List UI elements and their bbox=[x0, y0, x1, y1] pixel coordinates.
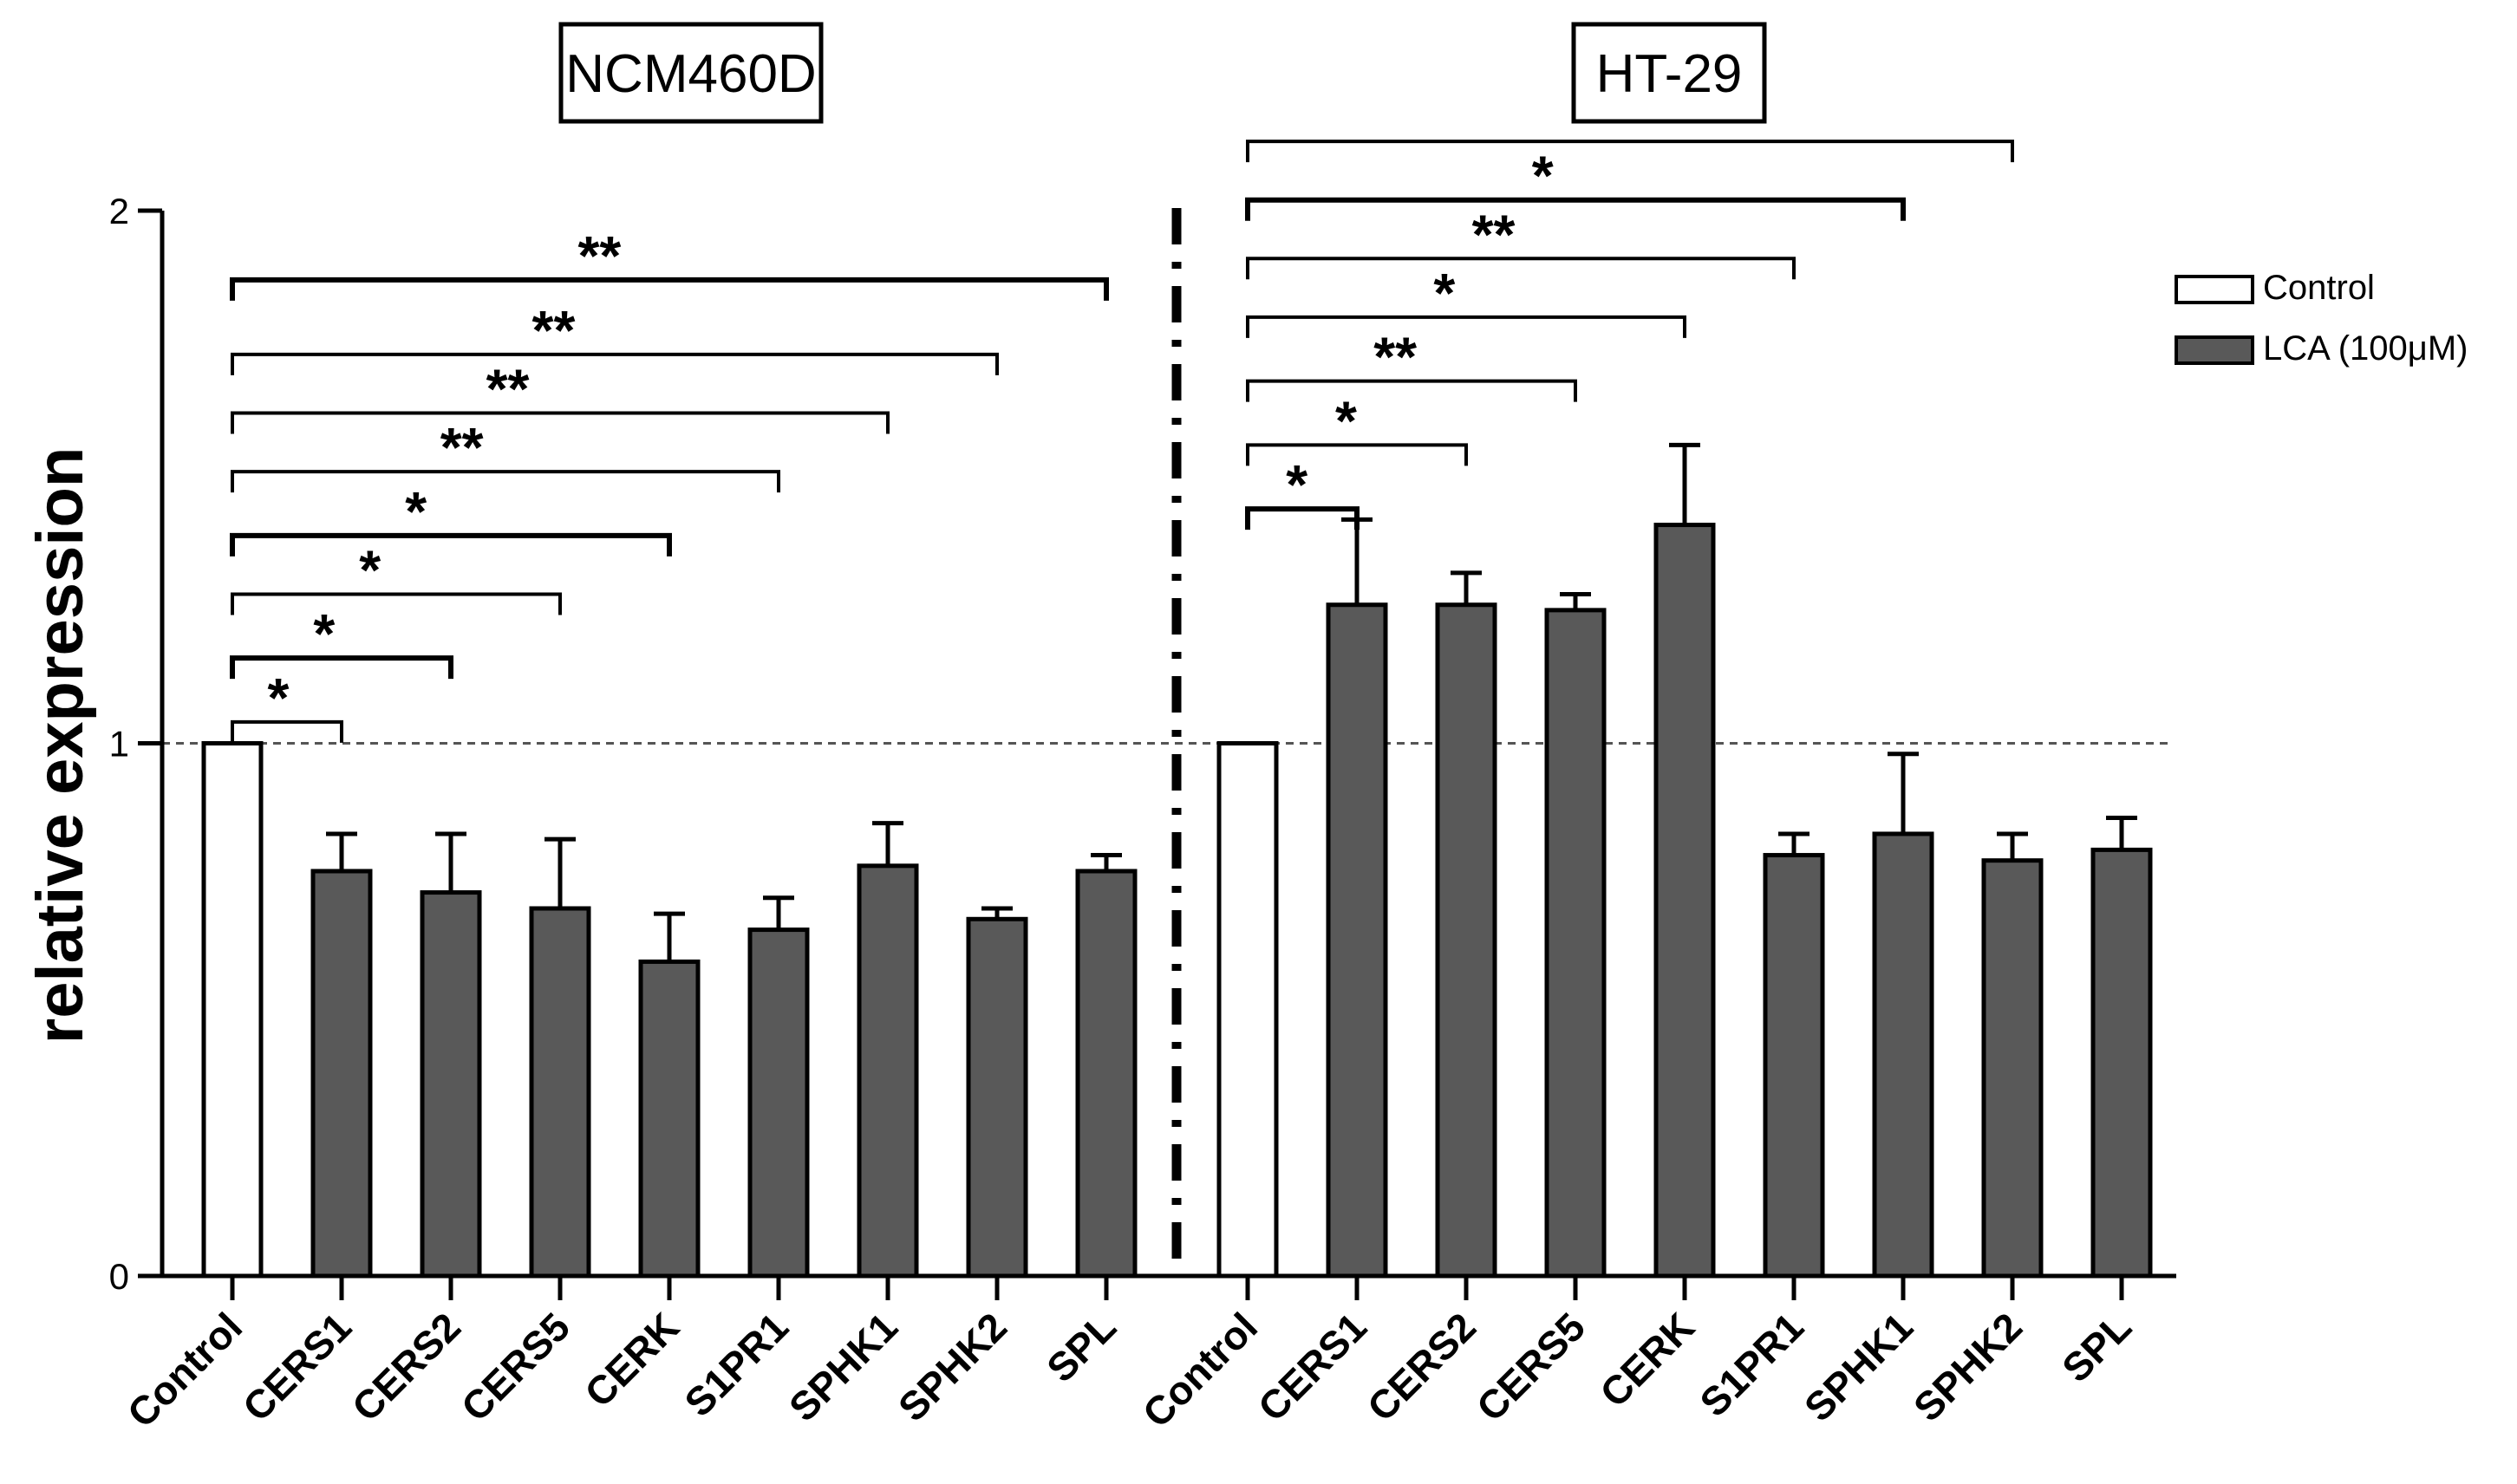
panel-title-box bbox=[558, 22, 824, 124]
significance-marker: * bbox=[405, 480, 427, 543]
x-tick-label: Control bbox=[1134, 1304, 1266, 1435]
bar bbox=[1216, 741, 1279, 1279]
significance-bracket bbox=[230, 532, 672, 556]
significance-bracket bbox=[1246, 315, 1686, 338]
x-tick-label: CERS2 bbox=[343, 1304, 469, 1429]
grid-layer bbox=[162, 208, 2172, 1261]
significance-marker: * bbox=[1532, 145, 1554, 207]
bar bbox=[638, 959, 701, 1279]
x-tick-label: CERS2 bbox=[1359, 1304, 1484, 1429]
x-tick-label: CERK bbox=[576, 1304, 688, 1416]
x-tick-label: SPHK2 bbox=[890, 1304, 1015, 1429]
significance-bracket bbox=[1246, 140, 2014, 163]
bar bbox=[201, 741, 264, 1279]
bar bbox=[1544, 608, 1607, 1279]
y-tick-label: 2 bbox=[109, 191, 129, 231]
significance-bracket bbox=[1245, 197, 1906, 221]
significance-bracket bbox=[1246, 443, 1468, 466]
significance-marker: ** bbox=[1472, 203, 1516, 265]
significance-bracket bbox=[231, 719, 343, 743]
panel-title-box bbox=[1571, 22, 1767, 124]
x-tick-label: Control bbox=[119, 1304, 251, 1435]
bar bbox=[1763, 853, 1825, 1279]
x-tick-label: CERS5 bbox=[453, 1304, 578, 1429]
y-tick-label: 1 bbox=[109, 724, 129, 765]
x-tick-label: CERS1 bbox=[234, 1304, 360, 1429]
bar bbox=[2090, 847, 2153, 1279]
significance-bracket bbox=[1246, 257, 1796, 280]
significance-bracket bbox=[230, 277, 1109, 301]
bar bbox=[1435, 602, 1497, 1279]
axes-layer bbox=[138, 208, 2176, 1300]
significance-bracket bbox=[231, 592, 562, 615]
significance-marker: * bbox=[267, 667, 289, 729]
y-axis-label: relative expression bbox=[23, 447, 97, 1045]
legend-swatch bbox=[2175, 275, 2254, 304]
significance-bracket bbox=[231, 411, 890, 434]
significance-marker: ** bbox=[1373, 326, 1417, 388]
x-tick-label: SPHK1 bbox=[1796, 1304, 1921, 1429]
bar bbox=[529, 906, 591, 1279]
legend-label: LCA (100μM) bbox=[2263, 329, 2468, 368]
significance-marker: * bbox=[1335, 389, 1357, 452]
significance-bracket bbox=[1245, 506, 1360, 530]
significance-bracket bbox=[231, 470, 780, 493]
panel-title: NCM460D bbox=[565, 44, 816, 104]
panel-title: HT-29 bbox=[1596, 44, 1743, 104]
x-tick-label: S1PR1 bbox=[1691, 1304, 1812, 1425]
x-tick-label: SPL bbox=[2053, 1304, 2140, 1390]
x-tick-label: CERK bbox=[1591, 1304, 1703, 1416]
bar bbox=[1653, 523, 1716, 1279]
bar bbox=[1872, 831, 1934, 1279]
significance-marker: * bbox=[359, 538, 381, 601]
significance-bracket bbox=[1246, 379, 1577, 402]
significance-bracket bbox=[230, 655, 453, 680]
significance-marker: * bbox=[1433, 262, 1455, 324]
bar bbox=[1981, 858, 2044, 1279]
significance-marker: ** bbox=[486, 358, 530, 420]
bar bbox=[310, 869, 373, 1279]
x-tick-label: SPHK1 bbox=[780, 1304, 906, 1429]
bar bbox=[420, 890, 482, 1279]
x-tick-label: CERS1 bbox=[1249, 1304, 1375, 1429]
significance-marker: ** bbox=[440, 416, 484, 478]
significance-marker: ** bbox=[532, 299, 576, 361]
bar bbox=[747, 928, 810, 1279]
y-tick-label: 0 bbox=[109, 1256, 129, 1297]
bar bbox=[857, 863, 919, 1279]
x-tick-label: SPHK2 bbox=[1905, 1304, 2031, 1429]
bar bbox=[1075, 869, 1138, 1279]
significance-marker: * bbox=[313, 602, 335, 665]
significance-bracket bbox=[231, 352, 999, 375]
x-tick-label: S1PR1 bbox=[675, 1304, 797, 1425]
legend-label: Control bbox=[2263, 269, 2375, 307]
x-tick-label: CERS5 bbox=[1468, 1304, 1594, 1429]
significance-marker: ** bbox=[577, 225, 621, 287]
significance-layer: ********************* bbox=[230, 86, 2014, 743]
bar bbox=[1326, 602, 1388, 1279]
bar bbox=[966, 916, 1028, 1279]
legend-swatch bbox=[2175, 335, 2254, 365]
significance-marker: * bbox=[1286, 453, 1307, 516]
x-tick-label: SPL bbox=[1038, 1304, 1125, 1390]
legend: Control LCA (100μM) bbox=[2175, 269, 2468, 368]
